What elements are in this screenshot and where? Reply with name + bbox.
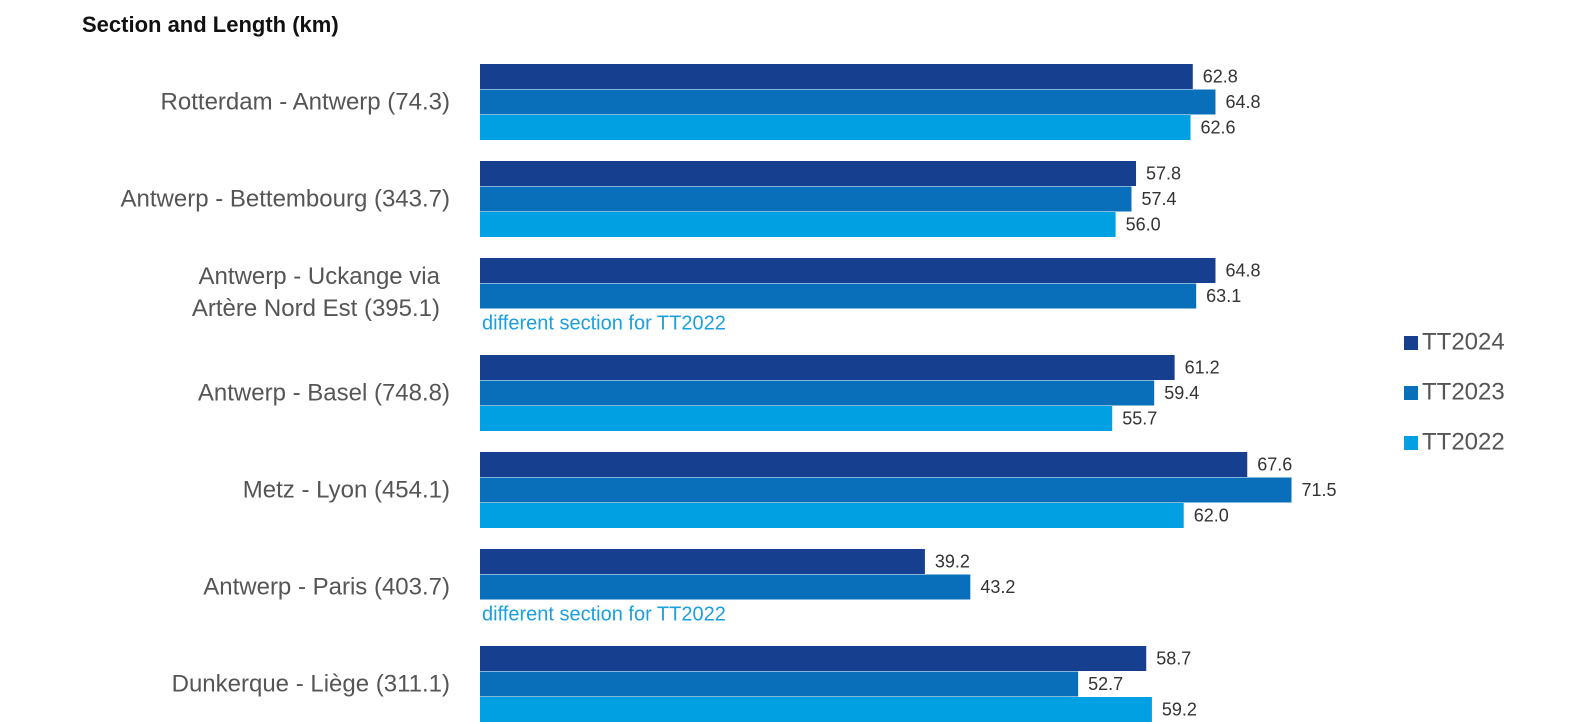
bar xyxy=(480,283,1197,309)
value-label: 56.0 xyxy=(1126,214,1161,234)
value-label: 52.7 xyxy=(1088,674,1123,694)
bar xyxy=(480,671,1079,697)
category-label: Dunkerque - Liège (311.1) xyxy=(172,670,450,697)
value-label: 57.8 xyxy=(1146,163,1181,183)
legend-label: TT2022 xyxy=(1422,428,1505,455)
value-label: 63.1 xyxy=(1206,286,1241,306)
annotation: different section for TT2022 xyxy=(482,312,726,334)
category-label: Antwerp - Bettembourg (343.7) xyxy=(121,185,451,212)
category-label: Metz - Lyon (454.1) xyxy=(243,476,450,503)
bar xyxy=(480,380,1155,406)
value-label: 59.4 xyxy=(1164,383,1199,403)
bar xyxy=(480,549,925,574)
bar xyxy=(480,115,1191,140)
legend-label: TT2023 xyxy=(1422,378,1505,405)
bar xyxy=(480,64,1193,89)
value-label: 59.2 xyxy=(1162,699,1197,719)
value-label: 57.4 xyxy=(1141,189,1176,209)
annotation: different section for TT2022 xyxy=(482,603,726,625)
legend-marker xyxy=(1404,436,1418,450)
bar xyxy=(480,212,1116,237)
bar xyxy=(480,186,1132,212)
bar xyxy=(480,355,1175,380)
bar xyxy=(480,477,1292,503)
bar xyxy=(480,646,1147,671)
value-label: 64.8 xyxy=(1225,92,1260,112)
bar xyxy=(480,161,1137,186)
value-label: 62.0 xyxy=(1194,505,1229,525)
legend-marker xyxy=(1404,336,1418,350)
category-label: Antwerp - Paris (403.7) xyxy=(203,573,450,600)
category-label: Antwerp - Uckange via Artère Nord Est (39… xyxy=(192,263,441,322)
bar xyxy=(480,258,1216,283)
category-label: Rotterdam - Antwerp (74.3) xyxy=(161,88,450,115)
value-label: 62.6 xyxy=(1201,117,1236,137)
value-label: 61.2 xyxy=(1185,357,1220,377)
value-label: 71.5 xyxy=(1302,480,1337,500)
bar xyxy=(480,503,1184,528)
category-label: Antwerp - Basel (748.8) xyxy=(198,379,450,406)
value-label: 39.2 xyxy=(935,551,970,571)
value-label: 55.7 xyxy=(1122,408,1157,428)
bar xyxy=(480,452,1248,477)
chart-title: Section and Length (km) xyxy=(82,12,339,37)
bar xyxy=(480,406,1113,431)
value-label: 58.7 xyxy=(1156,648,1191,668)
value-label: 62.8 xyxy=(1203,66,1238,86)
bar xyxy=(480,574,971,600)
legend-label: TT2024 xyxy=(1422,328,1505,355)
value-label: 64.8 xyxy=(1225,260,1260,280)
bar xyxy=(480,697,1152,722)
bar xyxy=(480,89,1216,115)
value-label: 43.2 xyxy=(980,577,1015,597)
legend-marker xyxy=(1404,386,1418,400)
value-label: 67.6 xyxy=(1257,454,1292,474)
